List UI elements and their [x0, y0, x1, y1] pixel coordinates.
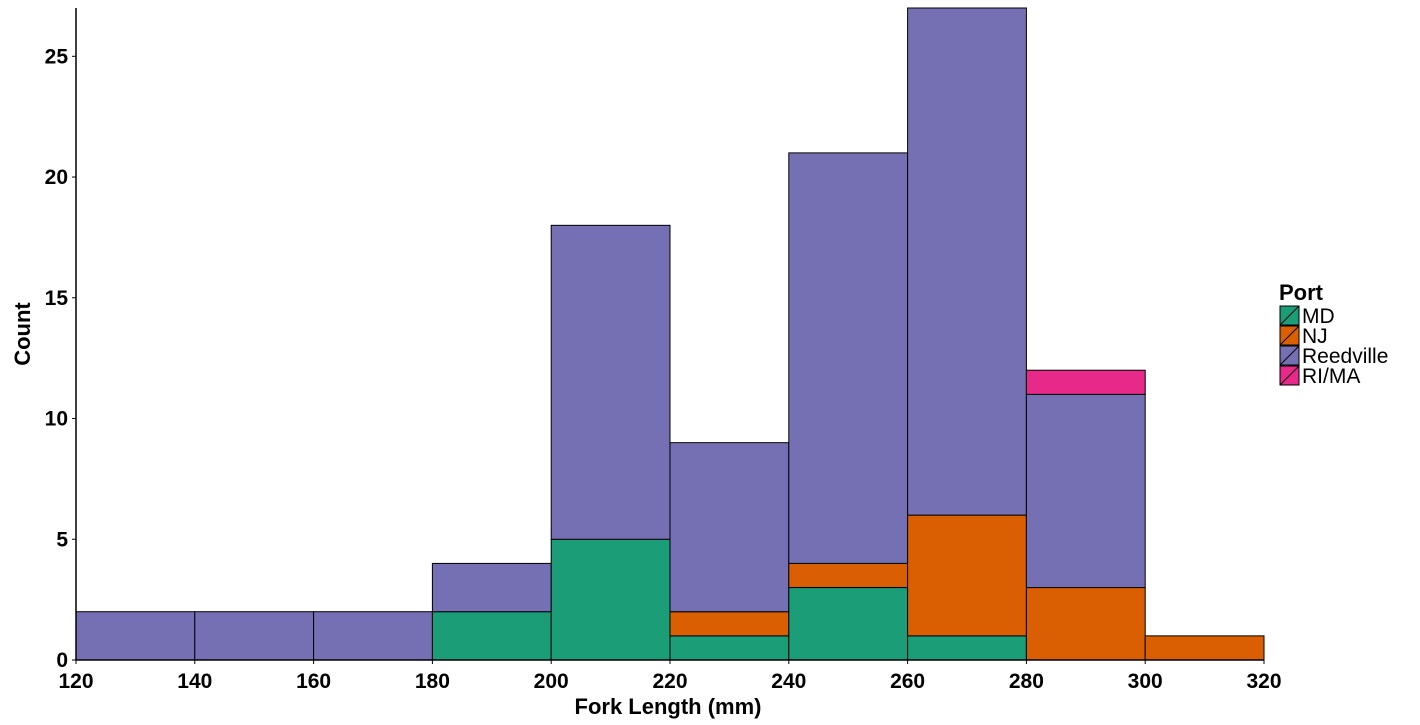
bar-nj-240-260 [788, 562, 909, 589]
y-tick-label: 15 [45, 287, 69, 310]
x-tick-label: 280 [1009, 670, 1044, 693]
bar-md-220-240 [669, 635, 790, 661]
bar-reedville-220-240 [669, 442, 790, 613]
bars-layer [75, 7, 1265, 661]
x-axis-title: Fork Length (mm) [575, 694, 762, 719]
x-tick-label: 160 [296, 670, 331, 693]
bar-nj-220-240 [669, 611, 790, 637]
y-tick-label: 0 [56, 649, 68, 672]
legend-swatch-slash [1279, 365, 1300, 386]
bar-reedville-240-260 [788, 152, 909, 564]
legend-swatch-slash [1279, 305, 1300, 326]
bar-reedville-200-220 [550, 224, 671, 540]
legend-label-ri-ma: RI/MA [1302, 365, 1360, 388]
x-tick-label: 200 [534, 670, 569, 693]
legend-title: Port [1279, 280, 1324, 305]
y-tick-label: 20 [45, 166, 68, 189]
bar-nj-260-280 [907, 514, 1027, 637]
bar-reedville-180-200 [431, 562, 552, 613]
bar-md-200-220 [550, 538, 671, 661]
x-tick-label: 260 [890, 670, 925, 693]
bar-ri-ma-280-300 [1025, 369, 1146, 395]
x-tick-label: 320 [1246, 670, 1281, 693]
y-tick-label: 10 [45, 408, 68, 431]
y-axis-title: Count [10, 302, 35, 366]
x-tick-label: 120 [58, 670, 93, 693]
bar-nj-300-320 [1144, 635, 1265, 661]
legend-label-md: MD [1302, 305, 1335, 328]
bar-reedville-120-140 [75, 611, 196, 661]
y-tick-label: 25 [45, 45, 69, 68]
x-tick-label: 180 [415, 670, 450, 693]
bar-md-260-280 [907, 635, 1027, 661]
legend-swatch-slash [1279, 325, 1300, 346]
bar-reedville-260-280 [907, 7, 1027, 516]
bar-reedville-140-160 [194, 611, 315, 661]
legend-label-reedville: Reedville [1302, 345, 1388, 368]
bar-nj-280-300 [1025, 587, 1146, 661]
bar-md-240-260 [788, 587, 909, 661]
x-tick-label: 240 [771, 670, 806, 693]
x-tick-label: 220 [652, 670, 687, 693]
y-tick-label: 5 [56, 528, 68, 551]
bar-reedville-280-300 [1025, 393, 1146, 589]
x-tick-label: 140 [177, 670, 212, 693]
bar-reedville-160-180 [313, 611, 433, 661]
axes-layer: 120 140 160 180 200 220 240 260 280 300 320 0 5 10 15 2… [45, 8, 1282, 693]
x-tick-label: 300 [1128, 670, 1163, 693]
legend-swatch-slash [1279, 345, 1300, 366]
legend-label-nj: NJ [1302, 325, 1328, 348]
bar-md-180-200 [431, 611, 552, 661]
